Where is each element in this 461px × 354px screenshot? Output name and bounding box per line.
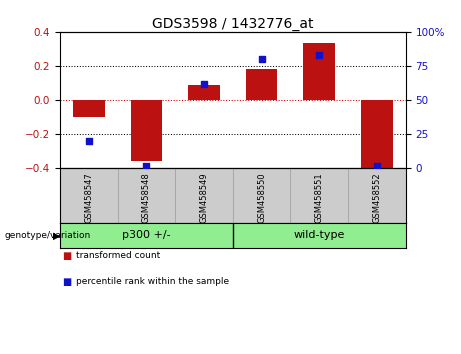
Bar (246, 69, 278, 100)
Bar (303, 43, 335, 100)
Point (258, 56, 266, 62)
Text: ■: ■ (62, 277, 71, 287)
Bar (73, 100, 105, 117)
Point (315, 52, 323, 58)
Text: wild-type: wild-type (294, 230, 345, 240)
Text: GSM458547: GSM458547 (84, 173, 93, 223)
Text: percentile rank within the sample: percentile rank within the sample (76, 277, 229, 286)
Text: GSM458552: GSM458552 (372, 173, 381, 223)
Point (373, 163, 381, 169)
Text: GSM458548: GSM458548 (142, 173, 151, 223)
Bar (60, 223, 233, 248)
Text: p300 +/-: p300 +/- (122, 230, 171, 240)
Text: GSM458550: GSM458550 (257, 173, 266, 223)
Text: genotype/variation: genotype/variation (5, 231, 91, 240)
Bar (233, 223, 406, 248)
Point (200, 81, 207, 87)
Text: ■: ■ (62, 251, 71, 261)
Text: GSM458549: GSM458549 (200, 173, 208, 223)
Bar (361, 100, 393, 169)
Point (85, 138, 92, 144)
Text: GSM458551: GSM458551 (315, 173, 324, 223)
Text: ▶: ▶ (53, 230, 60, 240)
Title: GDS3598 / 1432776_at: GDS3598 / 1432776_at (152, 17, 313, 31)
Text: transformed count: transformed count (76, 251, 160, 260)
Bar (188, 85, 220, 100)
Bar (130, 100, 162, 161)
Point (142, 163, 150, 169)
